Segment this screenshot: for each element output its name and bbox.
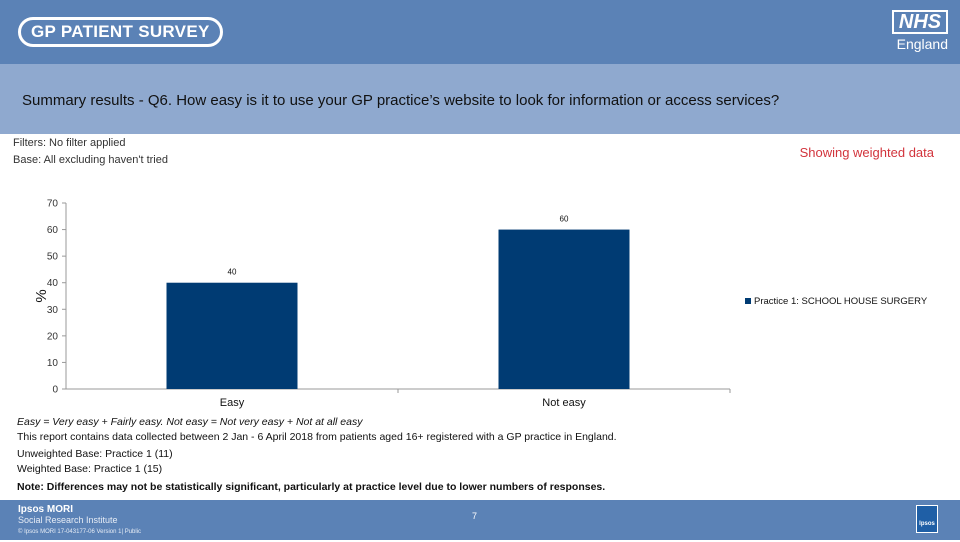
bar-chart: 0 10 20 30 40 50 60 70% 40 Easy 60 Not easy	[33, 199, 731, 409]
y-tick-label: 10	[47, 358, 59, 369]
legend-label: Practice 1: SCHOOL HOUSE SURGERY	[754, 296, 928, 307]
x-category-label: Easy	[220, 397, 245, 409]
y-tick-label: 20	[47, 331, 59, 342]
y-tick-label: 50	[47, 252, 59, 263]
header-bar	[0, 0, 960, 64]
weighted-data-note: Showing weighted data	[799, 145, 934, 160]
data-label: 40	[228, 268, 237, 277]
gp-patient-survey-logo: GP PATIENT SURVEY	[18, 17, 223, 47]
y-tick-label: 60	[47, 225, 59, 236]
y-tick-label: 40	[47, 278, 59, 289]
institute-label: Social Research Institute	[18, 515, 118, 525]
weighted-base: Weighted Base: Practice 1 (15)	[17, 463, 163, 475]
chart-legend: Practice 1: SCHOOL HOUSE SURGERY	[745, 296, 927, 307]
nhs-england-label: England	[896, 36, 948, 52]
y-tick-label: 70	[47, 199, 59, 210]
significance-note: Note: Differences may not be statistical…	[17, 481, 606, 493]
ipsos-logo: Ipsos	[916, 505, 938, 533]
nhs-logo: NHS	[892, 10, 948, 34]
data-label: 60	[560, 215, 569, 224]
bar-not-easy	[498, 229, 630, 389]
copyright-text: © Ipsos MORI 17-043177-06 Version 1| Pub…	[18, 529, 142, 535]
unweighted-base: Unweighted Base: Practice 1 (11)	[17, 448, 173, 460]
base-text: Base: All excluding haven't tried	[13, 154, 168, 166]
y-tick-label: 30	[47, 305, 59, 316]
page-number: 7	[472, 511, 478, 521]
x-category-label: Not easy	[542, 397, 586, 409]
y-axis-label: %	[33, 289, 50, 302]
filters-text: Filters: No filter applied	[13, 137, 126, 149]
bar-easy	[166, 282, 298, 389]
title-band	[0, 64, 960, 134]
ipsos-mori-label: Ipsos MORI	[18, 504, 74, 515]
footer-bar	[0, 500, 960, 540]
collection-note: This report contains data collected betw…	[17, 431, 617, 443]
legend-swatch	[745, 298, 751, 305]
y-tick-label: 0	[52, 385, 58, 396]
page-title: Summary results - Q6. How easy is it to …	[22, 92, 780, 109]
definition-note: Easy = Very easy + Fairly easy. Not easy…	[17, 416, 363, 428]
